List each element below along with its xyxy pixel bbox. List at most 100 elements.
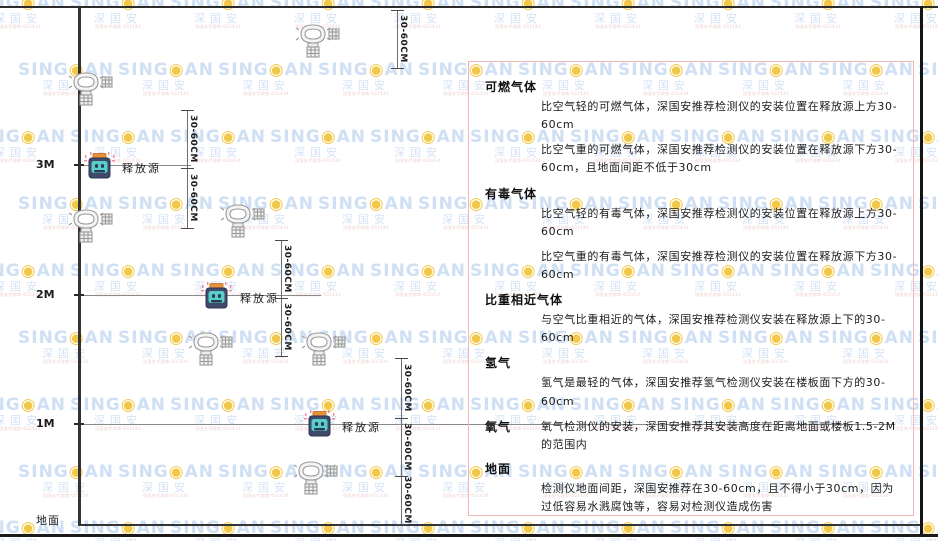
info-section-title: 地面 xyxy=(485,461,512,476)
gas-detector-icon xyxy=(218,200,268,240)
dimension-line xyxy=(281,240,282,298)
info-section-title: 可燃气体 xyxy=(485,80,538,94)
release-source-label: 释放源 xyxy=(342,421,381,434)
watermark-brand-cn: 深国安 xyxy=(0,146,42,159)
dimension-tick xyxy=(181,168,194,169)
level-label-3m: 3M xyxy=(36,158,55,171)
watermark-brand: SING◉AN xyxy=(118,462,214,482)
watermark-subtext: 深国安代理商-601434 xyxy=(395,292,441,297)
watermark-subtext: 深国安代理商-601434 xyxy=(895,24,938,29)
watermark-subtext: 深国安代理商-601434 xyxy=(395,426,441,431)
watermark-subtext: 深国安代理商-601434 xyxy=(595,24,641,29)
level-line xyxy=(81,165,191,166)
watermark-subtext: 深国安代理商-601434 xyxy=(95,426,141,431)
watermark-subtext: 深国安代理商-601434 xyxy=(0,426,41,431)
watermark-brand-cn: 深国安 xyxy=(42,481,90,494)
info-panel-content: 可燃气体 比空气轻的可燃气体，深国安推荐检测仪的安装位置在释放源上方30-60cm… xyxy=(469,62,913,516)
dimension-line xyxy=(401,418,402,476)
watermark-subtext: 深国安代理商-601434 xyxy=(195,158,241,163)
dimension-tick xyxy=(395,476,408,477)
info-section-similar-density-gas: 比重相近气体 与空气比重相近的气体，深国安推荐检测仪安装在释放源上下的30-60c… xyxy=(485,291,899,347)
watermark-brand-cn: 深国安 xyxy=(142,213,190,226)
watermark-brand-cn: 深国安 xyxy=(894,12,938,25)
watermark-brand-cn: 深国安 xyxy=(794,12,842,25)
watermark-brand: SING◉AN xyxy=(318,194,414,214)
dimension-label: 30-60CM xyxy=(398,15,408,63)
watermark-brand-cn: 深国安 xyxy=(494,12,542,25)
info-section-oxygen: 氧气 氧气检测仪的安装，深国安推荐其安装高度在距离地面或楼板1.5-2M的范围内 xyxy=(485,418,899,454)
info-panel: 可燃气体 比空气轻的可燃气体，深国安推荐检测仪的安装位置在释放源上方30-60cm… xyxy=(468,61,914,516)
dimension-line xyxy=(397,10,398,68)
watermark-brand: SING◉AN xyxy=(118,194,214,214)
dimension-line xyxy=(187,110,188,168)
dimension-label: 30-60CM xyxy=(402,476,412,524)
dimension-tick xyxy=(391,10,404,11)
ground-label: 地面 xyxy=(36,514,60,527)
info-section-paragraph: 氢气是最轻的气体，深国安推荐氢气检测仪安装在楼板面下方的30-60cm xyxy=(541,376,886,408)
dimension-tick xyxy=(395,358,408,359)
watermark-brand-cn: 深国安 xyxy=(294,146,342,159)
watermark-brand: SING◉AN xyxy=(70,127,166,147)
watermark-subtext: 深国安代理商-601434 xyxy=(343,91,389,96)
watermark-brand-cn: 深国安 xyxy=(342,79,390,92)
watermark-subtext: 深国安代理商-601434 xyxy=(143,91,189,96)
watermark-brand: SING◉AN xyxy=(18,328,114,348)
watermark-brand-cn: 深国安 xyxy=(342,213,390,226)
watermark-subtext: 深国安代理商-601434 xyxy=(795,24,841,29)
gas-detector-icon xyxy=(186,328,236,368)
info-section-toxic-gas: 有毒气体 比空气轻的有毒气体，深国安推荐检测仪的安装位置在释放源上方30-60cm… xyxy=(485,185,899,285)
info-section-ground: 地面 检测仪地面间距，深国安推荐在30-60cm，且不得小于30cm，因为过低容易… xyxy=(485,460,899,516)
level-tick xyxy=(74,294,84,296)
dimension-tick xyxy=(181,110,194,111)
info-section-combustible-gas: 可燃气体 比空气轻的可燃气体，深国安推荐检测仪的安装位置在释放源上方30-60cm… xyxy=(485,78,899,178)
watermark-brand: SING◉AN xyxy=(0,261,66,281)
watermark-brand: SING◉AN xyxy=(70,261,166,281)
release-source-icon xyxy=(83,152,117,182)
watermark-brand: SING◉AN xyxy=(70,395,166,415)
dimension-tick xyxy=(275,298,288,299)
ground-axis xyxy=(78,524,921,526)
watermark-subtext: 深国安代理商-601434 xyxy=(0,24,41,29)
watermark-brand-cn: 深国安 xyxy=(94,280,142,293)
watermark-brand-cn: 深国安 xyxy=(194,146,242,159)
watermark-brand: SING◉AN xyxy=(0,395,66,415)
dimension-tick xyxy=(275,356,288,357)
watermark-subtext: 深国安代理商-601434 xyxy=(95,24,141,29)
watermark-brand: SING◉AN xyxy=(18,462,114,482)
watermark-brand: SING◉AN xyxy=(0,127,66,147)
watermark-brand-cn: 深国安 xyxy=(394,146,442,159)
watermark-brand-cn: 深国安 xyxy=(694,12,742,25)
watermark-brand: SING◉AN xyxy=(270,127,366,147)
dimension-tick xyxy=(181,228,194,229)
watermark-brand: SING◉AN xyxy=(170,261,266,281)
watermark-subtext: 深国安代理商-601434 xyxy=(143,493,189,498)
watermark-subtext: 深国安代理商-601434 xyxy=(295,158,341,163)
gas-detector-icon xyxy=(293,20,343,60)
watermark-brand-cn: 深国安 xyxy=(0,12,42,25)
dimension-tick xyxy=(275,240,288,241)
level-tick xyxy=(74,164,84,166)
info-section-paragraph: 氧气检测仪的安装，深国安推荐其安装高度在距离地面或楼板1.5-2M的范围内 xyxy=(541,419,896,451)
watermark-brand: SING◉AN xyxy=(218,60,314,80)
watermark-brand-cn: 深国安 xyxy=(142,79,190,92)
level-tick xyxy=(74,423,84,425)
watermark-brand: SING◉AN xyxy=(118,60,214,80)
info-section-title: 有毒气体 xyxy=(485,186,538,201)
dimension-tick xyxy=(391,68,404,69)
release-source-label: 释放源 xyxy=(122,162,161,175)
frame-bottom-border xyxy=(0,534,938,537)
watermark-subtext: 深国安代理商-601434 xyxy=(143,225,189,230)
watermark-brand-cn: 深国安 xyxy=(94,12,142,25)
